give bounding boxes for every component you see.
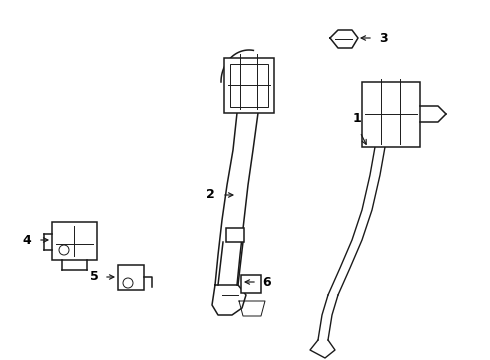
Text: 4: 4 [23,234,31,247]
Circle shape [59,245,69,255]
Text: 6: 6 [263,275,271,288]
Circle shape [123,278,133,288]
Bar [224,58,274,113]
Bar [118,265,144,290]
Text: 5: 5 [90,270,98,284]
Text: 1: 1 [353,112,362,125]
Text: 3: 3 [379,31,387,45]
Bar [241,275,261,293]
Text: 2: 2 [206,188,215,201]
Bar [52,222,97,260]
Bar [362,82,420,147]
Bar [226,228,244,242]
Bar [230,64,268,107]
